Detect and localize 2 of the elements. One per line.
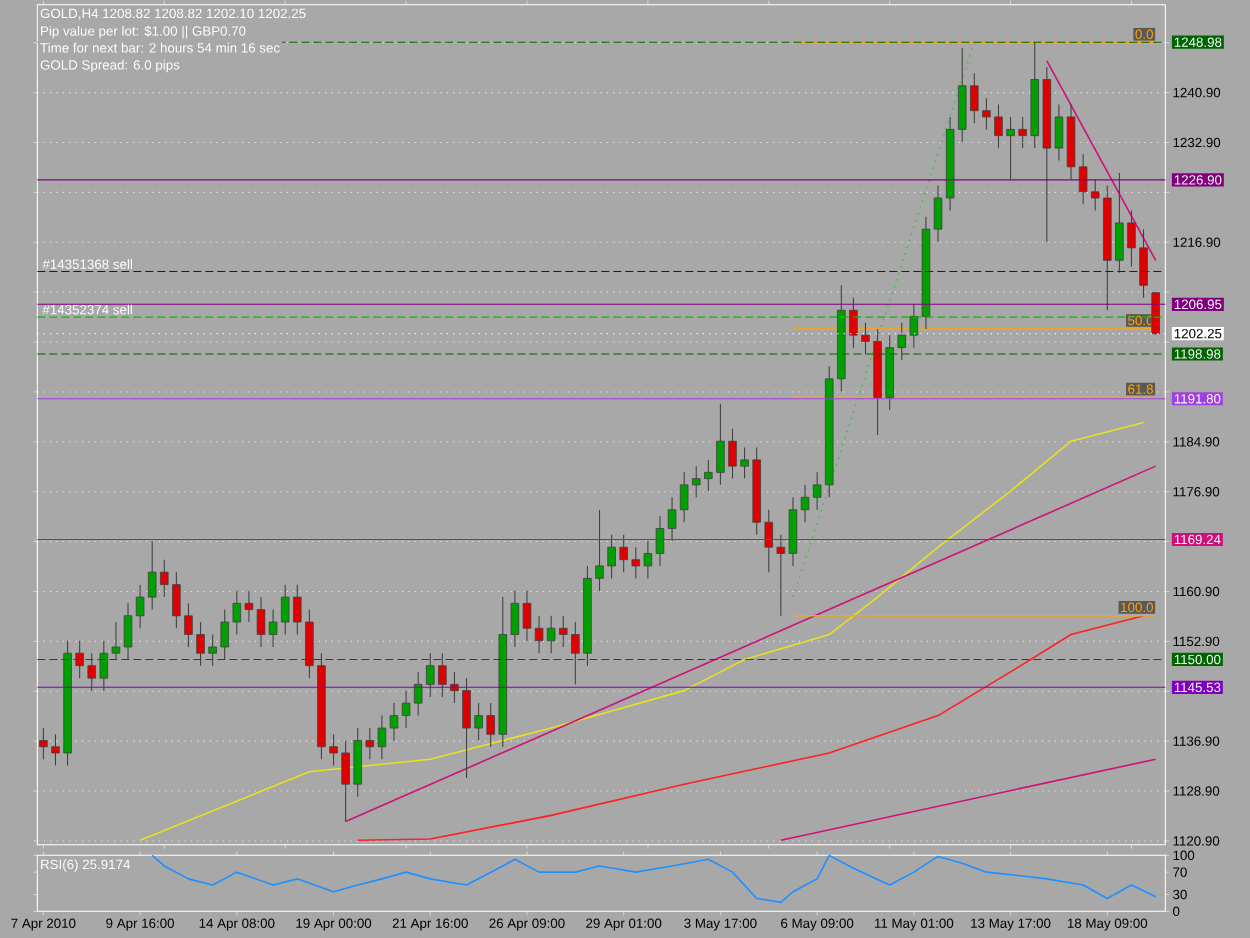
candlestick [1151, 292, 1160, 336]
line-series [151, 854, 1157, 904]
